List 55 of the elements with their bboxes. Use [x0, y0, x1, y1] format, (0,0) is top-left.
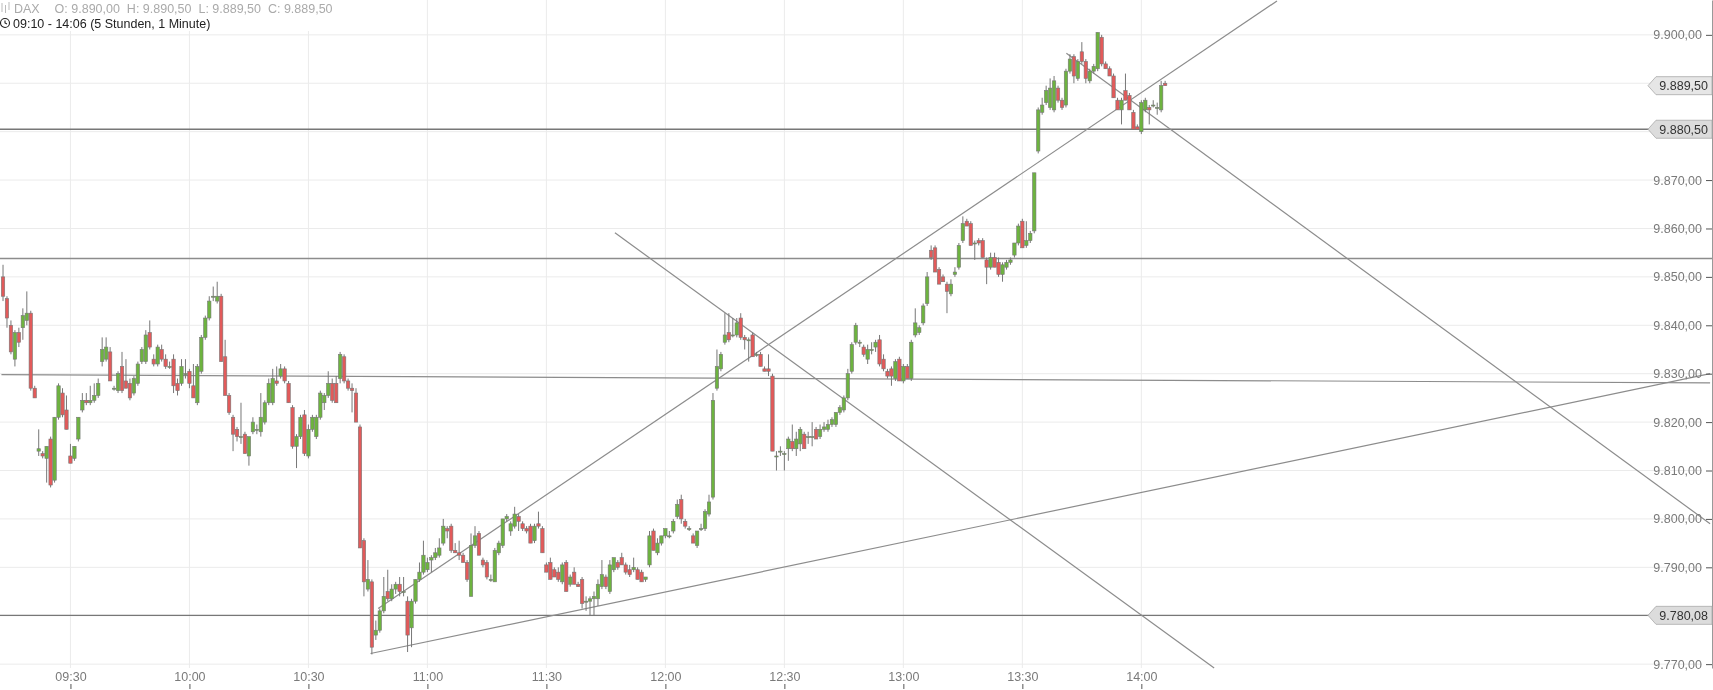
annotation: O: 9.890,00 H: 9.890,50 L: 9.889,50 C: 9.889,50: [54, 2, 333, 16]
candlestick: [722, 312, 727, 346]
annotation: 9.889,50: [1659, 79, 1709, 94]
candlestick: [944, 281, 949, 314]
candlestick: [825, 419, 830, 433]
x-tick-label: 12:30: [769, 669, 801, 684]
y-tick-label: 9.850,00: [1653, 270, 1703, 285]
y-tick-label: 9.820,00: [1653, 415, 1703, 430]
y-tick-label: 9.770,00: [1653, 657, 1703, 672]
y-tick-label: 9.790,00: [1653, 560, 1703, 575]
x-tick-label: 13:30: [1007, 669, 1039, 684]
candlestick: [127, 378, 132, 401]
candlestick: [246, 436, 251, 467]
x-tick-label: 13:00: [888, 669, 920, 684]
candlestick: [1071, 53, 1076, 84]
y-tick-label: 9.830,00: [1653, 367, 1703, 382]
candlestick: [476, 530, 481, 556]
candlestick: [88, 385, 93, 406]
y-tick-label: 9.870,00: [1653, 173, 1703, 188]
text: 09:10 - 14:06 (5 Stunden, 1 Minute): [13, 16, 211, 31]
candlestick: [897, 356, 902, 382]
chart-title: DAX: [14, 2, 41, 16]
candlestick: [675, 499, 680, 520]
candlestick: [100, 336, 105, 367]
candlestick: [679, 494, 684, 525]
candlestick: [116, 370, 121, 394]
y-tick-label: 9.840,00: [1653, 318, 1703, 333]
candlestick: [191, 363, 196, 399]
y-tick-label: 9.810,00: [1653, 464, 1703, 478]
candlestick: [401, 576, 406, 597]
x-tick-label: 14:00: [1126, 669, 1158, 684]
candlestick: [750, 332, 755, 358]
candlestick: [996, 257, 1001, 278]
candlestick: [960, 215, 965, 244]
candlestick: [1147, 104, 1152, 125]
y-tick-label: 9.900,00: [1653, 28, 1703, 43]
x-tick-label: 12:00: [650, 669, 682, 684]
ref-line-label: 9.880,50: [1659, 122, 1709, 137]
y-tick-label: 9.860,00: [1653, 221, 1703, 236]
candlestick: [714, 348, 719, 392]
x-tick-label: 09:30: [55, 669, 87, 684]
candlestick: [76, 416, 81, 442]
x-tick-label: 11:30: [531, 669, 563, 684]
x-tick-label: 10:30: [293, 669, 325, 684]
ref-line-label: 9.780,08: [1659, 608, 1709, 623]
x-tick-label: 10:00: [174, 669, 206, 684]
candlestick: [36, 428, 41, 457]
y-tick-label: 9.800,00: [1653, 512, 1703, 527]
candlestick: [96, 378, 101, 399]
candlestick: [183, 358, 188, 380]
candlestick: [790, 424, 795, 452]
candlestick: [726, 312, 731, 343]
x-tick-label: 11:00: [412, 669, 444, 684]
candlestick: [893, 358, 898, 382]
candlestick: [92, 382, 97, 404]
